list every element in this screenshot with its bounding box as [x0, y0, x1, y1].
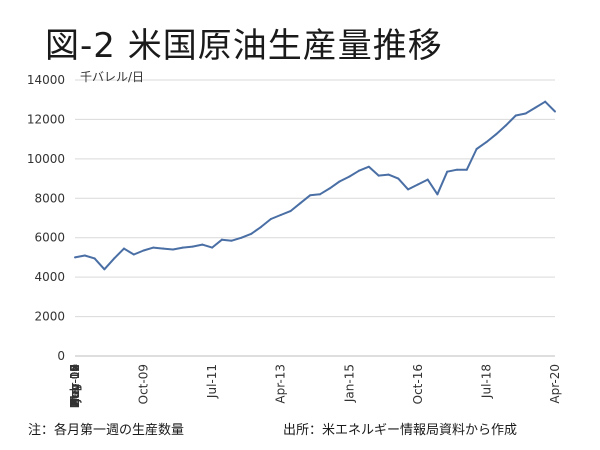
- data-point: [103, 268, 106, 271]
- data-point: [260, 225, 263, 228]
- data-point: [152, 246, 155, 249]
- data-point: [416, 183, 419, 186]
- data-point: [505, 124, 508, 127]
- x-tick-label: Jun-14: [68, 364, 82, 403]
- y-tick-label: 2000: [34, 310, 65, 324]
- data-point: [299, 202, 302, 205]
- data-point: [348, 175, 351, 178]
- data-point: [514, 114, 517, 117]
- x-tick-label: Oct-09: [137, 364, 151, 404]
- y-tick-label: 10000: [27, 152, 65, 166]
- data-point: [162, 247, 165, 250]
- data-point: [456, 168, 459, 171]
- data-point: [367, 165, 370, 168]
- x-tick-label: Dec-17: [68, 364, 82, 407]
- data-point: [338, 180, 341, 183]
- y-tick-label: 4000: [34, 270, 65, 284]
- data-point: [113, 257, 116, 260]
- x-tick-label: Jul-18: [479, 364, 493, 399]
- x-tick-label: Mar-16: [68, 364, 82, 405]
- x-tick-label: Jan-15: [342, 364, 356, 403]
- gridlines: [75, 79, 555, 357]
- data-point: [446, 170, 449, 173]
- data-point: [122, 247, 125, 250]
- data-point: [250, 232, 253, 235]
- data-point: [269, 217, 272, 220]
- data-point: [426, 178, 429, 181]
- data-point: [534, 106, 537, 109]
- x-tick-label: Feb-12: [68, 364, 82, 405]
- data-point: [74, 256, 76, 259]
- data-point: [328, 187, 331, 190]
- data-point: [377, 174, 380, 177]
- x-tick-label: Aug-08: [68, 364, 82, 407]
- data-point: [201, 243, 204, 246]
- x-tick-label: Nov-13: [68, 364, 82, 407]
- data-point: [132, 253, 135, 256]
- plot-area: [74, 100, 556, 271]
- data-point: [181, 246, 184, 249]
- data-point: [309, 194, 312, 197]
- x-tick-label: Apr-20: [548, 364, 562, 404]
- unit-label: 千バレル/日: [80, 70, 144, 84]
- x-tick-label: Dec-10: [68, 364, 82, 407]
- data-point: [318, 193, 321, 196]
- data-point: [220, 238, 223, 241]
- data-point: [495, 133, 498, 136]
- x-tick-label: Aug-15: [68, 364, 82, 407]
- data-point: [465, 168, 468, 171]
- data-point: [211, 246, 214, 249]
- chart-title: 図-2 米国原油生産量推移: [45, 26, 443, 66]
- y-tick-label: 6000: [34, 231, 65, 245]
- x-tick-label: Sep-12: [68, 364, 82, 406]
- data-point: [358, 169, 361, 172]
- y-tick-label: 14000: [27, 73, 65, 87]
- x-tick-label: Mar-09: [68, 364, 82, 405]
- x-tick-label: Jul-11: [205, 364, 219, 399]
- data-point: [93, 257, 96, 260]
- data-point: [524, 112, 527, 115]
- data-point: [142, 249, 145, 252]
- data-point: [279, 214, 282, 217]
- data-point: [83, 254, 86, 257]
- data-point: [289, 210, 292, 213]
- x-tick-label: Jan-08: [68, 364, 82, 403]
- y-axis-ticks: 0 2000 4000 6000 8000 10000 12000 14000: [27, 73, 65, 363]
- data-point: [171, 248, 174, 251]
- data-point: [230, 239, 233, 242]
- data-point: [240, 236, 243, 239]
- y-tick-label: 12000: [27, 112, 65, 126]
- data-point: [387, 173, 390, 176]
- footnote-note: 注：各月第一週の生産数量: [28, 423, 185, 438]
- y-tick-label: 8000: [34, 191, 65, 205]
- y-tick-label: 0: [57, 349, 65, 363]
- series-line: [74, 100, 556, 271]
- data-point: [544, 100, 547, 103]
- x-tick-label: Feb-19: [68, 364, 82, 405]
- data-point: [485, 141, 488, 144]
- data-point: [475, 148, 478, 150]
- x-tick-label: May-17: [68, 364, 82, 408]
- data-point: [191, 245, 194, 248]
- footnote-source: 出所：米エネルギー情報局資料から作成: [283, 423, 518, 438]
- data-point: [436, 193, 439, 196]
- x-tick-label: May-10: [68, 364, 82, 408]
- x-tick-label: Oct-16: [411, 364, 425, 404]
- data-point: [407, 188, 410, 191]
- data-point: [397, 177, 400, 180]
- x-tick-label: Apr-13: [274, 364, 288, 404]
- data-point: [554, 110, 556, 113]
- x-tick-label: Sep-19: [68, 364, 82, 406]
